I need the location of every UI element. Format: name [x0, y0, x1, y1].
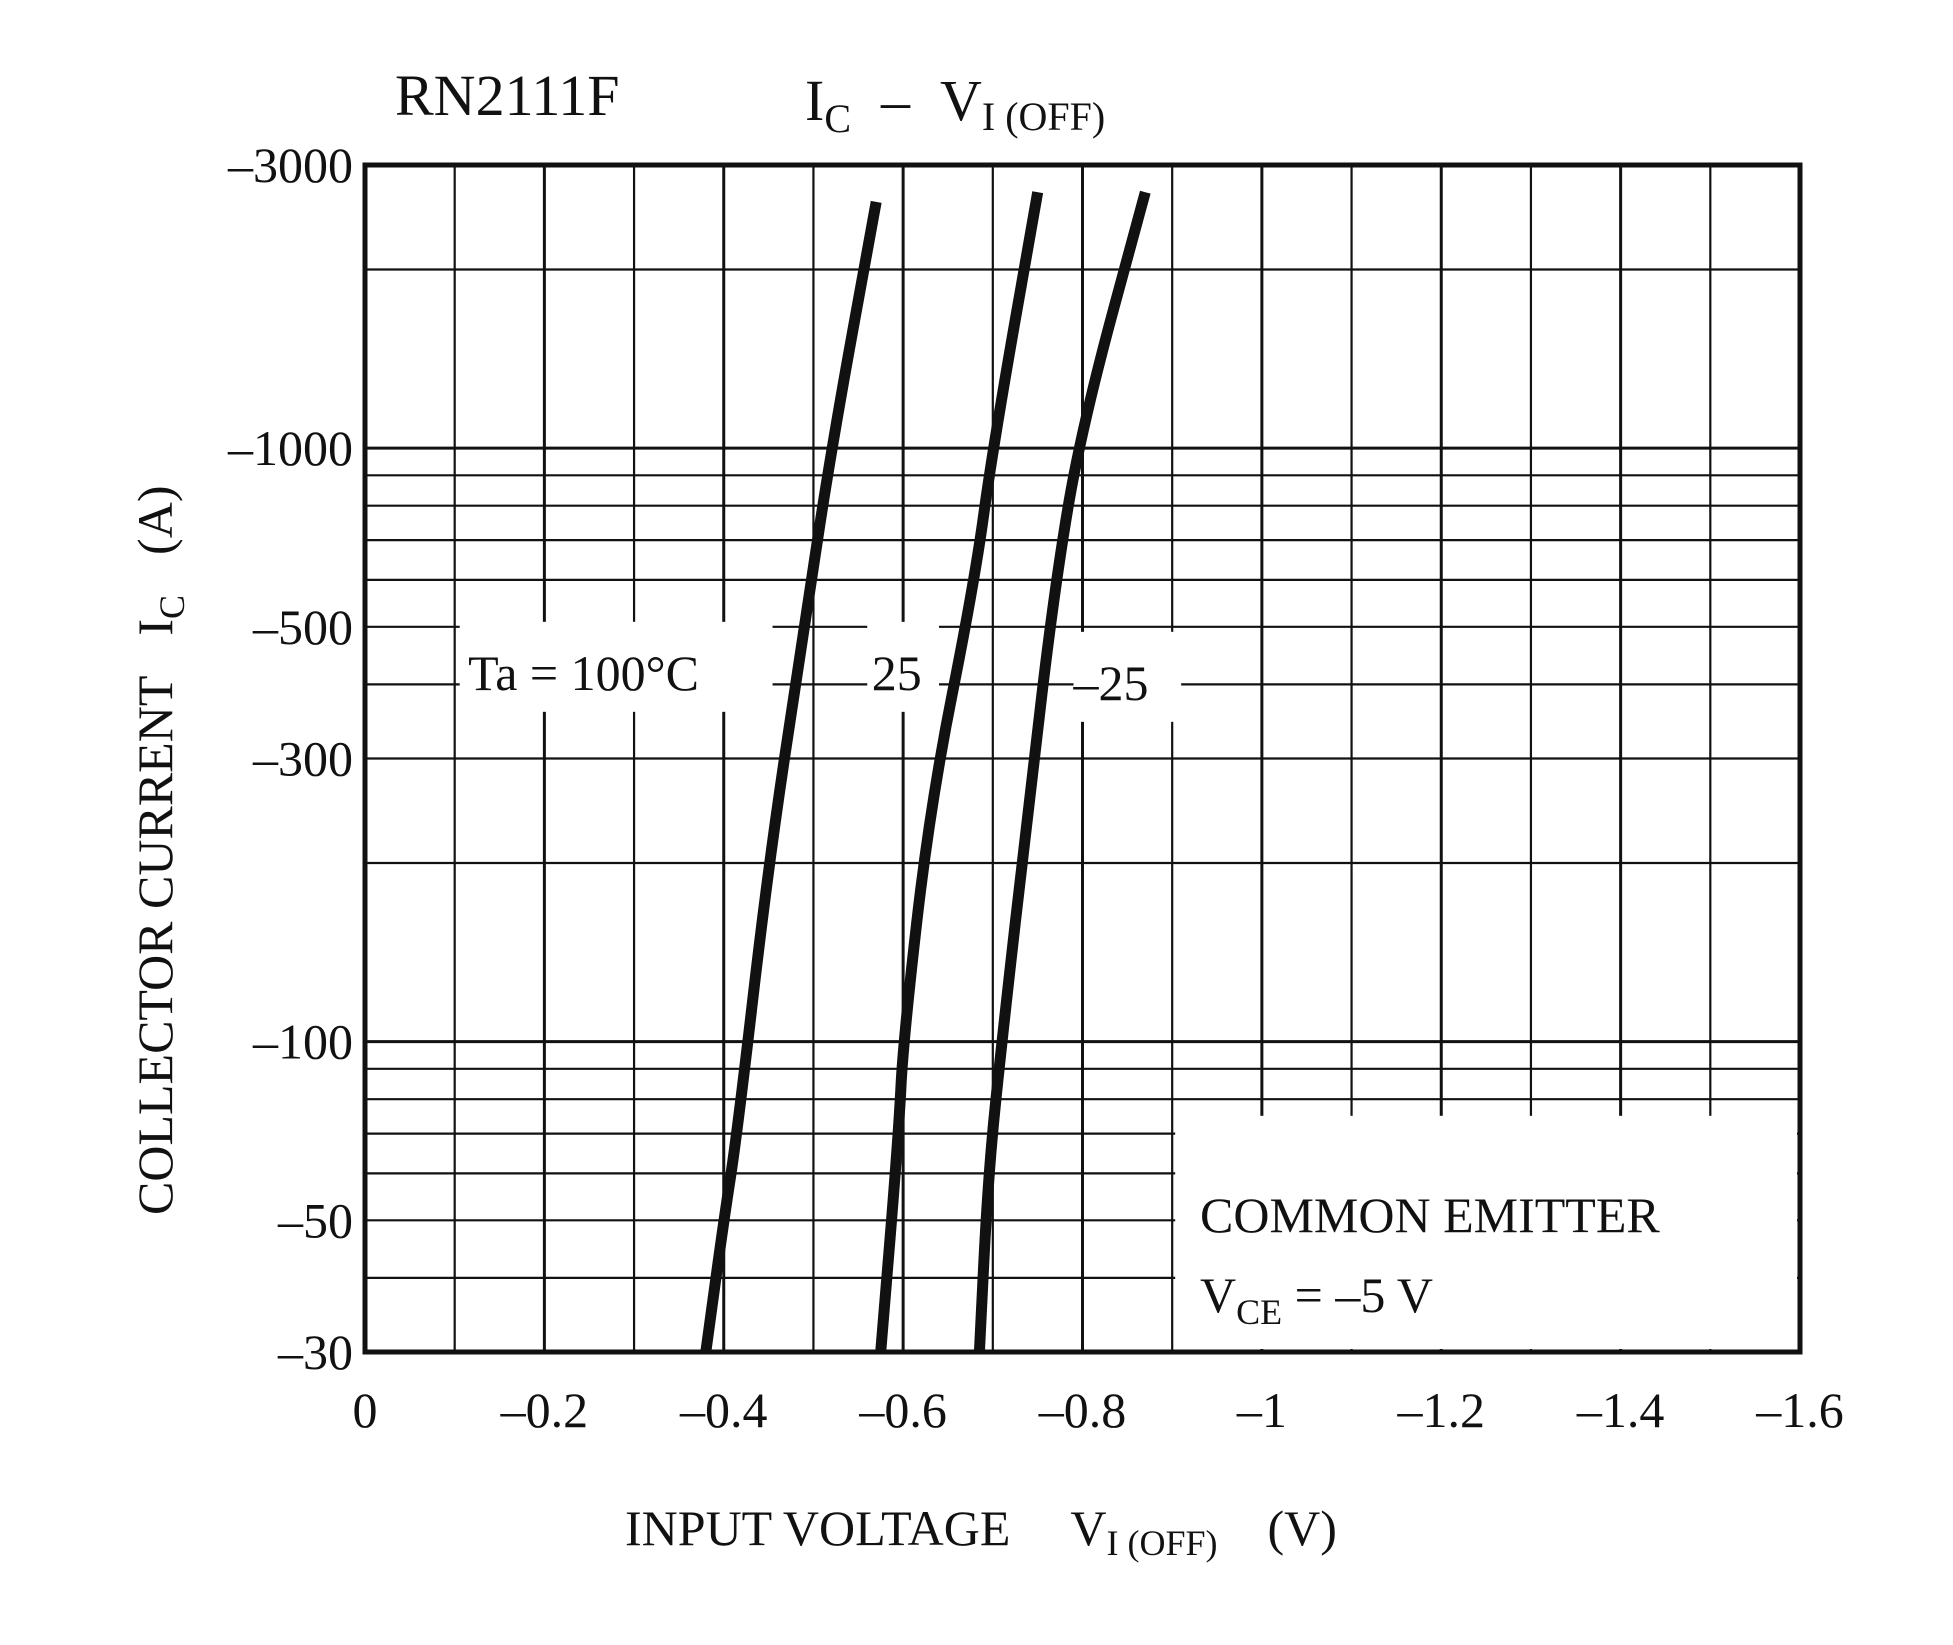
tick-layer: 0 –0.2 –0.4 –0.6 –0.8 –1 –1.2 –1.4 –1.6 –30 –50 –10…: [227, 137, 1844, 1438]
x-tick-label: –0.8: [1038, 1382, 1127, 1438]
y-axis-label: COLLECTOR CURRENT IC (A): [127, 486, 192, 1215]
curve-label-box: [1073, 631, 1182, 722]
y-tick-label: –300: [252, 731, 353, 787]
annotation-vce-value: = –5 V: [1282, 1267, 1433, 1323]
curve-label-box: [459, 621, 773, 712]
x-tick-label: –1.2: [1397, 1382, 1486, 1438]
x-axis-label-unit: (V): [1268, 1500, 1337, 1556]
series-curve-2: [973, 190, 1151, 1353]
x-axis-label-symbol: V: [1070, 1500, 1106, 1556]
y-axis-label-unit: (A): [127, 486, 183, 555]
title-x-symbol: V: [940, 68, 982, 133]
series-label-1: 25: [872, 645, 922, 701]
x-axis-label: INPUT VOLTAGE VI (OFF) (V): [625, 1500, 1337, 1563]
y-tick-label: –3000: [227, 137, 353, 193]
series-curve-1: [875, 191, 1044, 1353]
x-tick-label: –0.4: [679, 1382, 768, 1438]
y-axis-label-subscript: C: [152, 595, 192, 619]
y-tick-label: –30: [277, 1324, 353, 1380]
title-y-subscript: C: [824, 96, 851, 141]
series-label-2: –25: [1073, 655, 1149, 711]
y-axis-label-symbol: I: [127, 619, 183, 636]
x-tick-label: –0.2: [500, 1382, 589, 1438]
x-tick-label: –1: [1236, 1382, 1287, 1438]
y-axis-label-text: COLLECTOR CURRENT: [127, 676, 183, 1215]
curve-layer: [700, 190, 1151, 1353]
series-label-0: Ta = 100°C: [468, 645, 699, 701]
x-tick-label: 0: [353, 1382, 378, 1438]
annotation-vce-symbol: V: [1200, 1267, 1236, 1323]
chart-title-part: RN2111F: [395, 63, 620, 128]
curve-label-box: [867, 621, 939, 712]
annotation-vce-subscript: CE: [1236, 1292, 1282, 1332]
title-x-subscript: I (OFF): [982, 94, 1105, 139]
title-dash: –: [880, 68, 911, 133]
y-tick-label: –500: [252, 599, 353, 655]
x-tick-label: –1.4: [1576, 1382, 1665, 1438]
annotation-common-emitter: COMMON EMITTER: [1200, 1187, 1660, 1243]
x-axis-label-text: INPUT VOLTAGE: [625, 1500, 1010, 1556]
annotation-box: [1175, 1115, 1797, 1349]
x-tick-label: –0.6: [858, 1382, 947, 1438]
x-axis-label-subscript: I (OFF): [1107, 1523, 1218, 1563]
curve-label-layer: Ta = 100°C 25 –25: [468, 645, 1148, 711]
y-tick-label: –1000: [227, 420, 353, 476]
x-tick-label: –1.6: [1755, 1382, 1844, 1438]
annotation-vce: VCE = –5 V: [1200, 1267, 1433, 1332]
chart-title-formula: IC – VI (OFF): [805, 68, 1105, 141]
series-curve-0: [700, 200, 882, 1353]
title-y-symbol: I: [805, 68, 824, 133]
y-tick-label: –50: [277, 1192, 353, 1248]
plot-frame: [362, 162, 1803, 1355]
legend-box-layer: [459, 621, 1797, 1349]
y-tick-label: –100: [252, 1014, 353, 1070]
